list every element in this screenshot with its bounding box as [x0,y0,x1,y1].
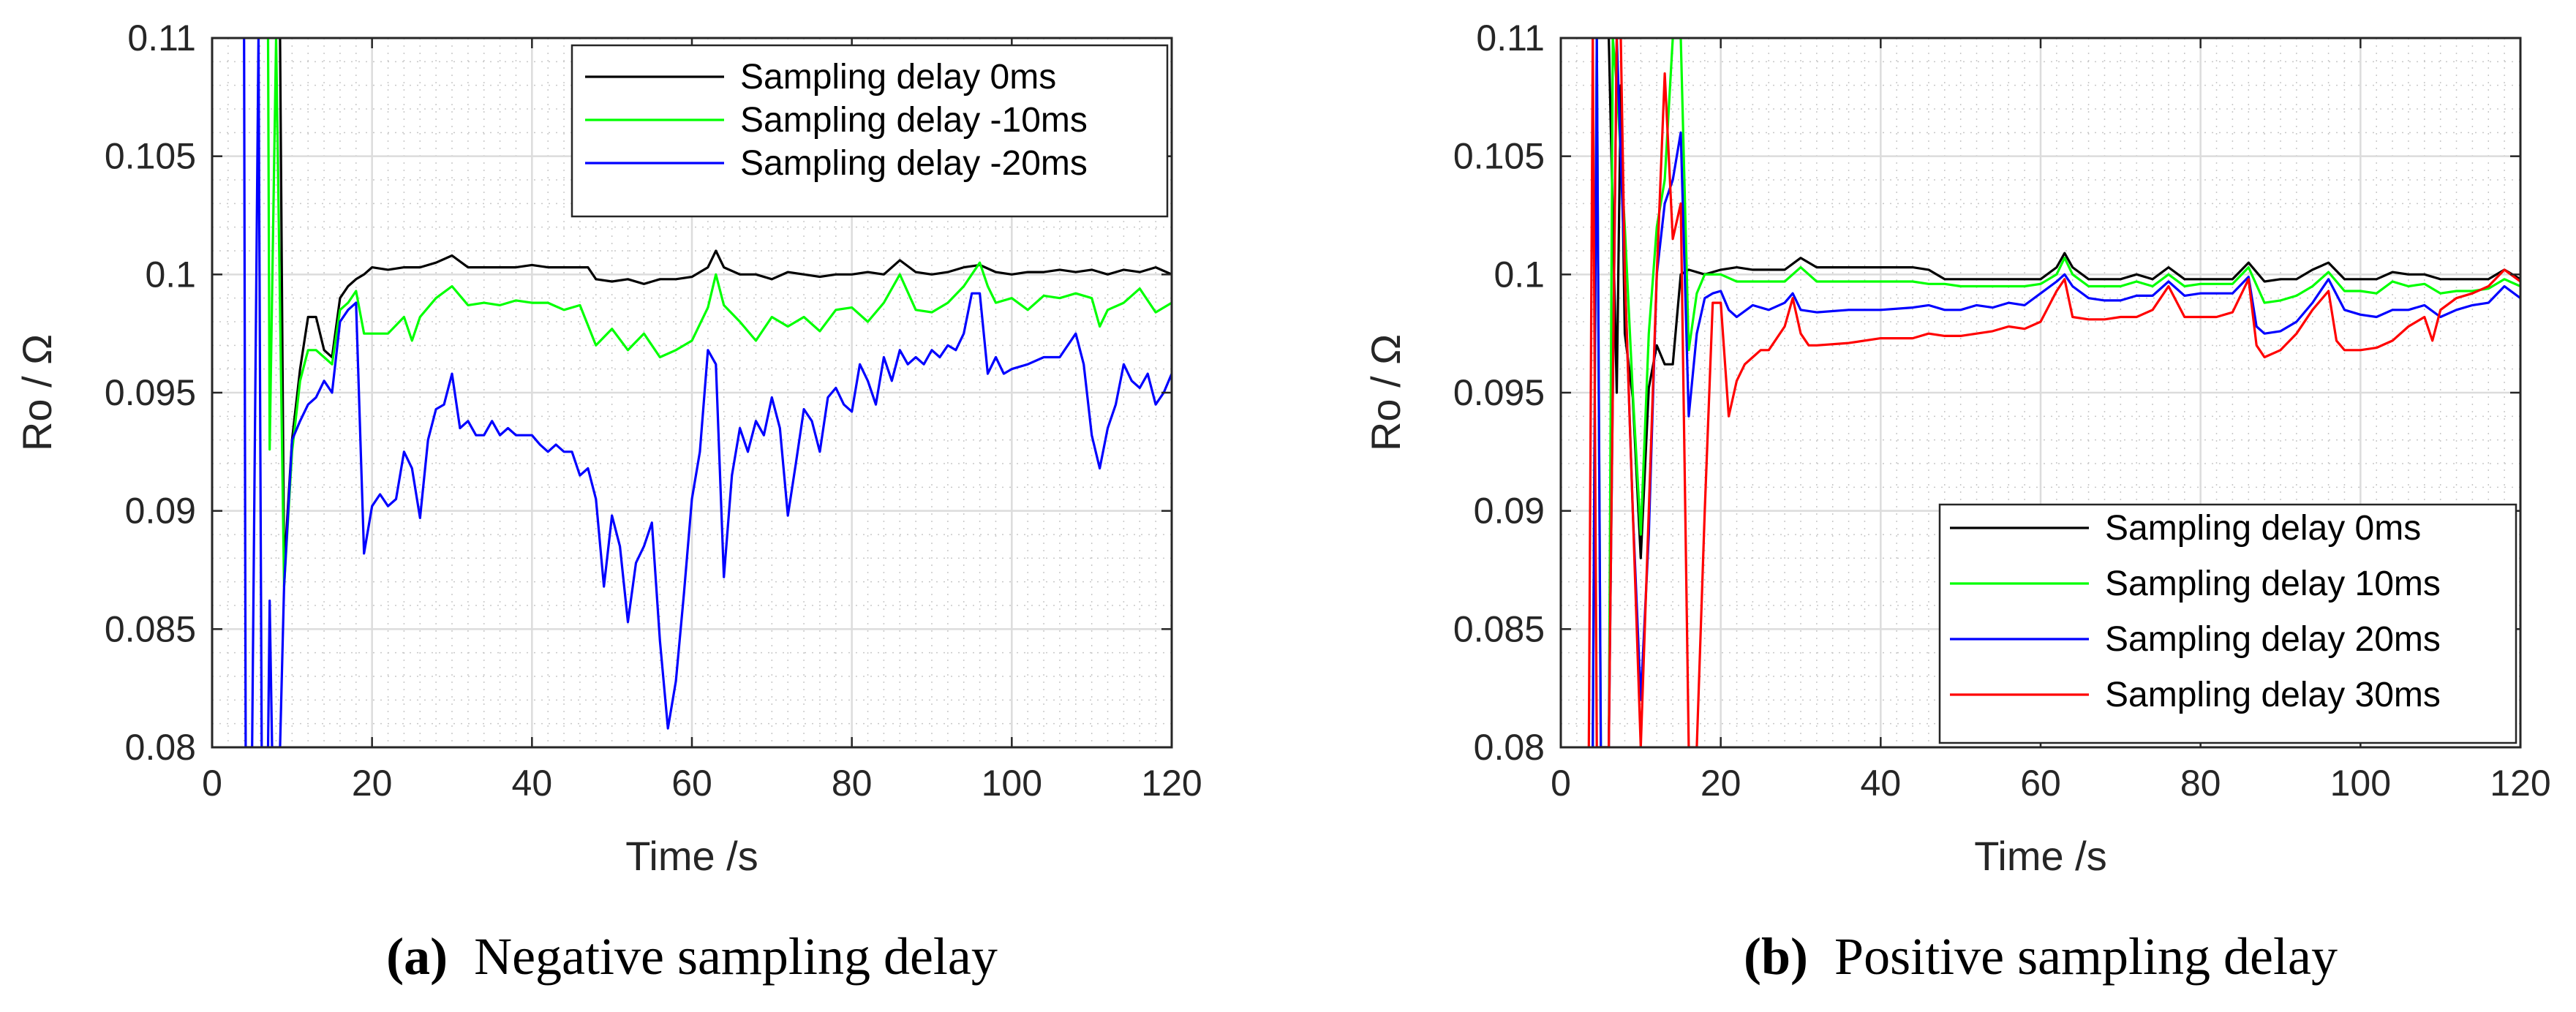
series-line-a-0 [279,38,1172,572]
y-axis-label-b: Ro / Ω [1363,334,1409,451]
x-tick-label: 100 [2330,763,2391,804]
legend-label: Sampling delay -20ms [740,144,1088,183]
series-line-a-1 [266,38,1172,588]
x-tick-label: 60 [2020,763,2061,804]
x-tick-label: 20 [352,763,393,804]
legend-label: Sampling delay 10ms [2105,564,2441,603]
caption-text-a: Negative sampling delay [474,927,998,986]
series-layer-a [243,38,1172,747]
y-tick-label: 0.085 [105,608,196,649]
x-tick-label: 120 [1141,763,1202,804]
legend-label: Sampling delay 0ms [740,58,1056,97]
y-axis-label-a: Ro / Ω [14,334,60,451]
legend-b: Sampling delay 0ms Sampling delay 10ms Sam… [1938,503,2517,744]
x-tick-label: 40 [1861,763,1902,804]
x-tick-labels-a: 0 20 40 60 80 100 120 [202,38,1202,804]
series-line-b-2 [1592,38,2520,747]
y-tick-labels-a: 0.08 0.085 0.09 0.095 0.1 0.105 0.11 [105,18,1172,768]
legend-label: Sampling delay 20ms [2105,620,2441,659]
legend-label: Sampling delay 0ms [2105,509,2421,548]
x-tick-label: 80 [2180,763,2221,804]
caption-letter-a: (a) [386,927,448,986]
y-tick-label: 0.09 [1474,491,1545,532]
x-tick-labels-b: 0 20 40 60 80 100 120 [1551,38,2551,804]
legend-box-b [1938,503,2517,744]
series-line-b-3 [1587,38,2520,747]
y-tick-label: 0.11 [127,18,196,58]
y-tick-label: 0.095 [1453,372,1545,413]
series-line-b-1 [1592,38,2520,747]
y-tick-label: 0.095 [105,372,196,413]
caption-b: (b) Positive sampling delay [1744,927,2338,986]
x-axis-label-a: Time /s [625,833,758,879]
y-tick-label: 0.11 [1476,18,1545,58]
series-line-a-2 [243,38,1172,747]
x-tick-label: 40 [512,763,553,804]
y-tick-label: 0.1 [145,254,196,295]
panel-a: 0 20 40 60 80 100 120 0.08 0.085 0.09 0.095 0.1 0.1… [14,18,1202,986]
y-tick-labels-b: 0.08 0.085 0.09 0.095 0.1 0.105 0.11 [1453,18,2520,768]
x-tick-label: 120 [2490,763,2550,804]
x-tick-label: 20 [1701,763,1741,804]
y-tick-label: 0.1 [1494,254,1545,295]
y-tick-label: 0.08 [125,727,196,768]
legend-label: Sampling delay 30ms [2105,676,2441,714]
legend-label: Sampling delay -10ms [740,101,1088,140]
y-tick-label: 0.09 [125,491,196,532]
x-tick-label: 60 [671,763,712,804]
legend-box-a [570,44,1169,218]
panel-b: 0 20 40 60 80 100 120 0.08 0.085 0.09 0.095 0.1 0.1… [1363,18,2551,986]
x-axis-label-b: Time /s [1974,833,2106,879]
y-tick-label: 0.08 [1474,727,1545,768]
y-tick-label: 0.105 [1453,136,1545,177]
series-layer-b [1587,38,2520,747]
x-tick-label: 100 [982,763,1042,804]
y-tick-label: 0.105 [105,136,196,177]
x-tick-label: 0 [1551,763,1571,804]
caption-letter-b: (b) [1744,927,1808,986]
y-tick-label: 0.085 [1453,608,1545,649]
x-tick-label: 0 [202,763,222,804]
legend-a: Sampling delay 0ms Sampling delay -10ms Sa… [570,44,1169,218]
caption-text-b: Positive sampling delay [1834,927,2338,986]
x-tick-label: 80 [832,763,873,804]
caption-a: (a) Negative sampling delay [386,927,998,986]
